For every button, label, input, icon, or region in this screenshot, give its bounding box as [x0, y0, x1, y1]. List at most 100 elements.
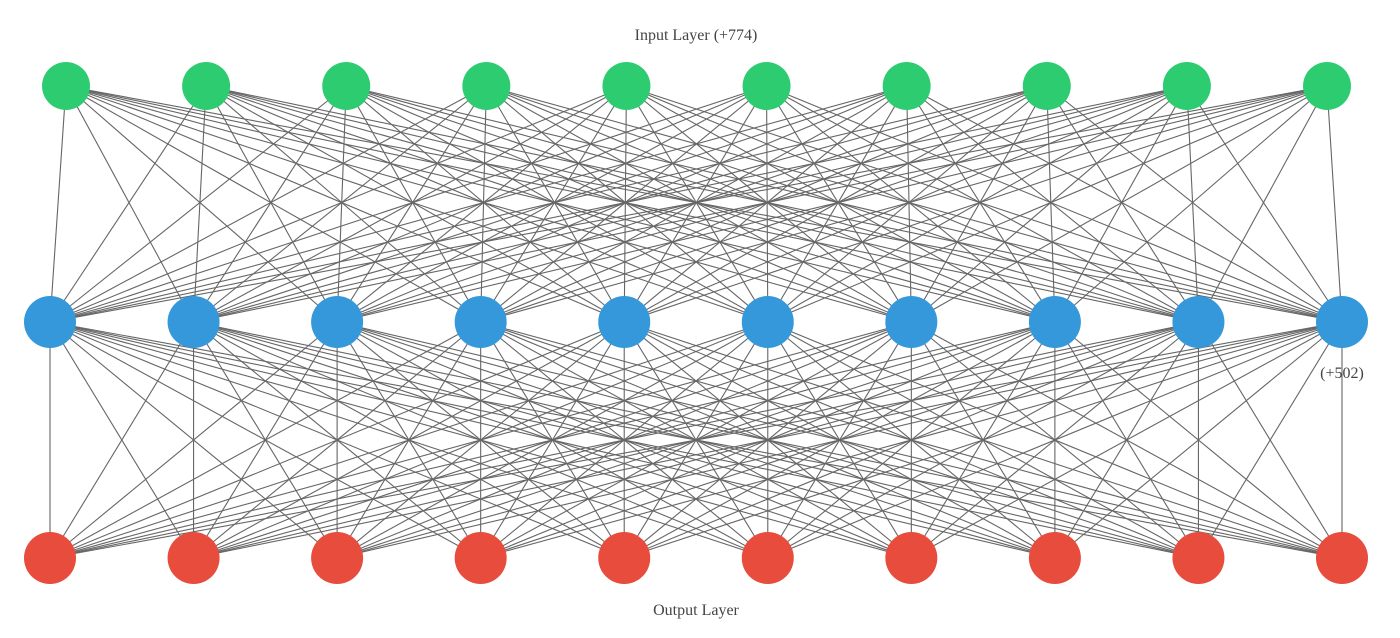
output-node-7 [1028, 532, 1081, 584]
hidden-node-5 [741, 296, 794, 348]
hidden-node-8 [1172, 296, 1225, 348]
output-node-8 [1172, 532, 1225, 584]
edge-input-8-hidden-6 [910, 85, 1188, 323]
input-node-9 [1303, 62, 1351, 110]
input-node-8 [1162, 62, 1211, 110]
edge-input-1-hidden-2 [205, 85, 338, 323]
edge-input-2-hidden-1 [193, 85, 347, 323]
hidden-node-7 [1028, 296, 1081, 348]
edge-input-5-hidden-7 [766, 85, 1056, 323]
edge-input-4-hidden-6 [626, 85, 912, 323]
edge-hidden-9-output-7 [1054, 321, 1343, 559]
edge-input-6-hidden-7 [906, 85, 1056, 323]
edge-input-5-hidden-8 [766, 85, 1199, 323]
edge-input-6-hidden-5 [767, 85, 908, 323]
input-node-5 [742, 62, 791, 110]
edge-input-3-hidden-0 [49, 85, 487, 323]
input-node-6 [882, 62, 931, 110]
hidden-node-4 [598, 296, 651, 348]
hidden-node-9 [1316, 296, 1368, 348]
edge-input-1-hidden-3 [205, 85, 482, 323]
edge-hidden-9-output-6 [911, 321, 1343, 559]
output-node-2 [311, 532, 364, 584]
edge-input-3-hidden-7 [486, 85, 1056, 323]
edge-input-3-hidden-8 [486, 85, 1199, 323]
output-node-1 [167, 532, 220, 584]
edge-input-9-hidden-1 [193, 85, 1328, 323]
edge-input-2-hidden-7 [346, 85, 1056, 323]
edge-input-7-hidden-0 [49, 85, 1047, 323]
edge-input-1-hidden-0 [49, 85, 207, 323]
edge-input-4-hidden-7 [626, 85, 1056, 323]
edge-hidden-7-output-0 [49, 321, 1056, 559]
edge-input-3-hidden-3 [480, 85, 487, 323]
edge-input-8-hidden-0 [49, 85, 1188, 323]
input-node-1 [182, 62, 231, 110]
edge-input-5-hidden-3 [480, 85, 767, 323]
edge-input-4-hidden-5 [625, 85, 769, 323]
edge-input-3-hidden-4 [485, 85, 625, 323]
edge-input-1-hidden-7 [205, 85, 1056, 323]
edge-input-1-hidden-5 [205, 85, 768, 323]
hidden-node-1 [167, 296, 220, 348]
edge-input-9-hidden-7 [1054, 85, 1328, 323]
hidden-layer-count-label: (+502) [1320, 365, 1364, 382]
edge-input-1-hidden-4 [205, 85, 625, 323]
output-node-0 [24, 532, 76, 584]
edge-input-2-hidden-4 [345, 85, 625, 323]
input-node-0 [42, 62, 90, 110]
edge-input-8-hidden-8 [1186, 85, 1199, 323]
edge-hidden-6-output-0 [49, 321, 912, 559]
input-node-7 [1022, 62, 1071, 110]
edge-input-4-hidden-3 [480, 85, 627, 323]
edge-hidden-9-output-2 [336, 321, 1343, 559]
hidden-node-3 [454, 296, 507, 348]
edge-input-4-hidden-4 [623, 85, 627, 323]
edge-input-0-hidden-2 [65, 85, 338, 323]
edge-input-2-hidden-2 [336, 85, 347, 323]
connection-lines [49, 85, 1343, 559]
edge-input-9-hidden-9 [1326, 85, 1343, 323]
input-node-2 [322, 62, 371, 110]
edge-input-5-hidden-0 [49, 85, 767, 323]
edge-input-9-hidden-5 [767, 85, 1328, 323]
edge-input-7-hidden-5 [767, 85, 1048, 323]
edge-hidden-9-output-8 [1197, 321, 1343, 559]
edge-input-3-hidden-5 [485, 85, 769, 323]
edge-hidden-5-output-0 [49, 321, 768, 559]
edge-input-7-hidden-9 [1046, 85, 1343, 323]
edge-input-9-hidden-4 [624, 85, 1328, 323]
edge-input-2-hidden-0 [49, 85, 347, 323]
edge-input-0-hidden-6 [65, 85, 912, 323]
edge-input-6-hidden-8 [906, 85, 1199, 323]
edge-input-1-hidden-6 [205, 85, 912, 323]
edge-input-6-hidden-6 [906, 85, 912, 323]
edge-input-0-hidden-1 [65, 85, 195, 323]
edge-input-3-hidden-1 [193, 85, 487, 323]
input-node-3 [462, 62, 511, 110]
edge-input-3-hidden-9 [486, 85, 1343, 323]
output-node-4 [598, 532, 651, 584]
edge-input-5-hidden-4 [623, 85, 768, 323]
edge-input-2-hidden-8 [346, 85, 1199, 323]
edge-input-2-hidden-3 [345, 85, 482, 323]
edge-hidden-3-output-0 [49, 321, 481, 559]
edge-input-8-hidden-9 [1186, 85, 1343, 323]
edge-input-6-hidden-9 [906, 85, 1343, 323]
edge-input-3-hidden-2 [336, 85, 487, 323]
hidden-node-2 [311, 296, 364, 348]
edge-input-4-hidden-2 [336, 85, 627, 323]
edge-input-1-hidden-1 [193, 85, 207, 323]
output-node-5 [741, 532, 794, 584]
edge-input-0-hidden-4 [65, 85, 625, 323]
edge-input-5-hidden-9 [766, 85, 1343, 323]
edge-input-2-hidden-5 [345, 85, 769, 323]
output-layer-label: Output Layer [653, 602, 739, 619]
output-node-6 [885, 532, 938, 584]
edge-hidden-1-output-0 [49, 321, 195, 559]
edge-input-7-hidden-7 [1046, 85, 1056, 323]
edge-input-5-hidden-5 [766, 85, 769, 323]
edge-input-3-hidden-6 [486, 85, 912, 323]
edge-input-5-hidden-6 [766, 85, 912, 323]
